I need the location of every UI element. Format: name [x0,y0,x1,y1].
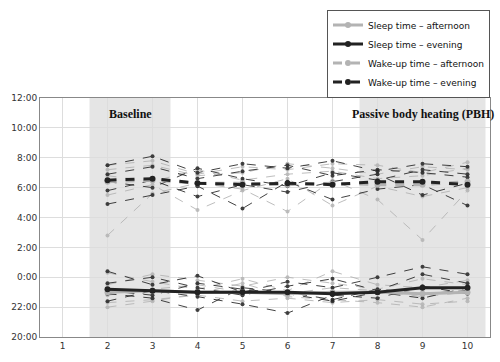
svg-text:5: 5 [240,341,246,351]
svg-text:3: 3 [150,341,156,351]
svg-text:4: 4 [195,341,201,351]
svg-text:22:00: 22:00 [11,302,37,312]
svg-text:Sleep time – afternoon: Sleep time – afternoon [368,21,470,31]
svg-text:12:00: 12:00 [11,93,37,103]
svg-text:6: 6 [285,341,291,351]
svg-text:6:00: 6:00 [17,183,37,193]
svg-text:Wake-up time – afternoon: Wake-up time – afternoon [368,59,484,69]
svg-text:2: 2 [105,341,111,351]
svg-text:2:00: 2:00 [17,243,37,253]
svg-text:9: 9 [420,341,426,351]
svg-text:7: 7 [330,341,336,351]
svg-text:Sleep time – evening: Sleep time – evening [368,40,462,50]
svg-text:10:00: 10:00 [11,123,37,133]
svg-text:Passive body heating (PBH): Passive body heating (PBH) [352,107,494,121]
svg-text:20:00: 20:00 [11,332,37,342]
svg-text:10: 10 [462,341,474,351]
svg-text:0:00: 0:00 [17,272,37,282]
svg-text:4:00: 4:00 [17,213,37,223]
svg-text:Wake-up time – evening: Wake-up time – evening [368,78,476,88]
svg-text:Baseline: Baseline [109,107,152,121]
svg-text:8: 8 [375,341,381,351]
svg-text:8:00: 8:00 [17,153,37,163]
svg-text:1: 1 [60,341,66,351]
